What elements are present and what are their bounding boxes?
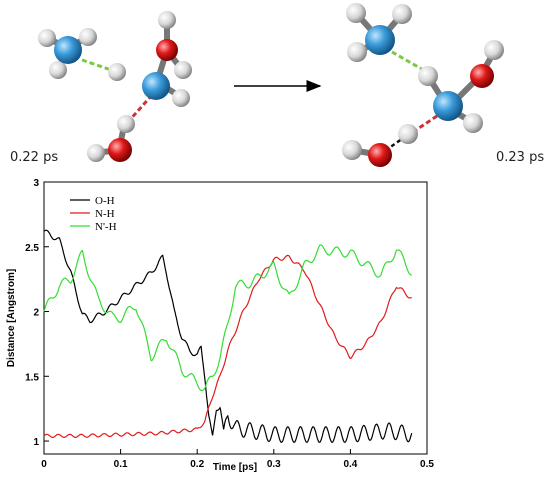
y-tick-label: 2 [33,308,39,319]
hydrogen-atom [108,63,126,81]
y-tick-label: 1 [33,437,39,448]
nitrogen-atom [142,72,170,100]
oxygen-atom [368,143,392,167]
hydrogen-atom [398,124,418,144]
y-axis-title: Distance [Angstrom] [6,269,17,367]
hydrogen-bond-green [81,58,118,74]
hydrogen-atom [392,4,412,24]
hydrogen-atom [87,144,105,162]
hydrogen-atom [172,89,190,107]
hydrogen-atom [79,28,97,46]
right-molecule [342,3,504,167]
hydrogen-atom [346,3,366,23]
y-tick-label: 2.5 [25,243,39,254]
reaction-illustration [38,3,504,167]
hydrogen-atom [49,61,67,79]
hydrogen-atom [484,40,504,60]
hydrogen-bond-green [391,50,428,74]
y-tick-label: 1.5 [25,372,39,383]
hydrogen-bond-red [126,94,154,123]
hydrogen-atom [418,66,438,86]
x-tick-label: 0.4 [343,459,357,470]
axis-ticks: 0 0.1 0.2 0.3 0.4 0.5 1 1.5 2 2.5 3 [25,178,434,470]
x-tick-label: 0 [41,459,47,470]
x-axis-title: Time [ps] [213,462,257,473]
hydrogen-atom [38,29,56,47]
oxygen-atom [470,64,494,88]
nitrogen-atom [365,25,395,55]
y-tick-label: 3 [33,178,39,189]
time-label-left: 0.22 ps [10,150,59,165]
oxygen-atom [156,39,178,61]
time-label-right: 0.23 ps [496,150,545,165]
x-tick-label: 0.5 [420,459,434,470]
legend-label-oh: O-H [95,195,115,207]
plot-frame [43,181,428,455]
series-line-1 [43,254,412,438]
hydrogen-atom [174,61,192,79]
x-tick-label: 0.2 [190,459,204,470]
hydrogen-atom [158,11,176,29]
oxygen-atom [108,138,132,162]
left-molecule [38,11,192,162]
hydrogen-atom [347,42,367,62]
x-tick-label: 0.3 [267,459,281,470]
legend-label-nh: N-H [95,208,115,220]
x-tick-label: 0.1 [114,459,128,470]
series-line-0 [43,229,413,443]
legend: O-H N-H N'-H [70,195,117,233]
hydrogen-atom [342,140,362,160]
hydrogen-atom [463,113,483,133]
nitrogen-atom [54,36,82,64]
legend-label-nprime-h: N'-H [95,221,117,233]
hydrogen-atom [117,115,135,133]
series-line-2 [43,244,412,392]
distance-chart: 0 0.1 0.2 0.3 0.4 0.5 1 1.5 2 2.5 3 O-H N-H N'-H T… [6,178,434,473]
series-layer [43,229,413,443]
nitrogen-atom [433,91,463,121]
